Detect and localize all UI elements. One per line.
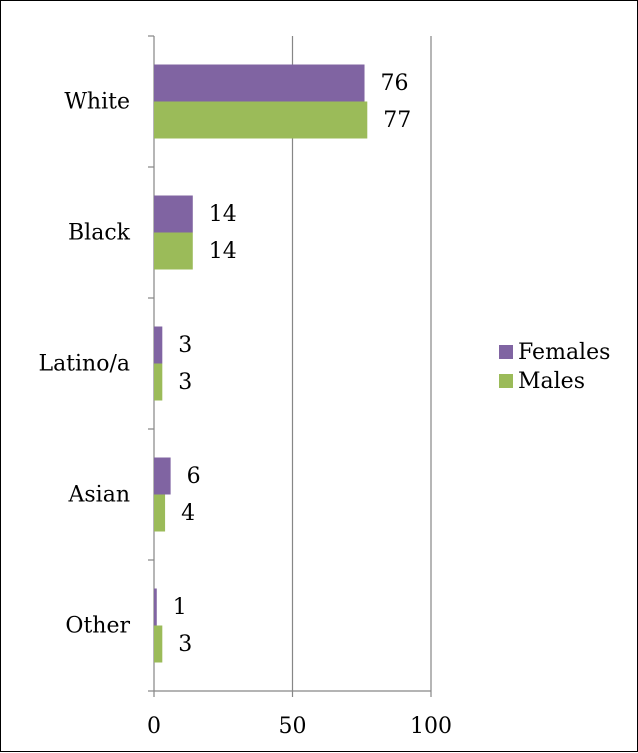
data-label-females-0: 76 <box>381 71 409 96</box>
x-tick-label-1: 50 <box>279 714 307 739</box>
bar-males-2 <box>154 363 163 401</box>
category-label-4: Other <box>65 614 130 639</box>
data-label-males-2: 3 <box>178 370 192 395</box>
x-tick-label-0: 0 <box>147 714 161 739</box>
data-label-females-1: 14 <box>209 202 237 227</box>
data-label-females-4: 1 <box>173 595 187 620</box>
bar-females-3 <box>154 457 171 495</box>
bar-females-4 <box>154 588 157 626</box>
data-label-males-1: 14 <box>209 239 237 264</box>
bar-males-3 <box>154 494 166 532</box>
legend-swatch-males <box>499 374 513 388</box>
bar-males-0 <box>154 101 368 139</box>
bar-females-1 <box>154 195 193 233</box>
bar-males-1 <box>154 232 193 270</box>
legend-swatch-females <box>499 345 513 359</box>
data-label-males-3: 4 <box>181 501 195 526</box>
data-label-males-4: 3 <box>178 632 192 657</box>
data-label-females-3: 6 <box>187 464 201 489</box>
category-label-0: White <box>64 90 130 115</box>
category-label-2: Latino/a <box>38 352 130 377</box>
legend-label-males: Males <box>518 369 585 394</box>
bar-females-2 <box>154 326 163 364</box>
bar-females-0 <box>154 64 365 102</box>
legend-label-females: Females <box>518 340 610 365</box>
bar-males-4 <box>154 625 163 663</box>
data-label-females-2: 3 <box>178 333 192 358</box>
category-label-3: Asian <box>68 483 131 508</box>
category-label-1: Black <box>68 221 131 246</box>
x-tick-label-2: 100 <box>410 714 452 739</box>
data-label-males-0: 77 <box>383 108 411 133</box>
